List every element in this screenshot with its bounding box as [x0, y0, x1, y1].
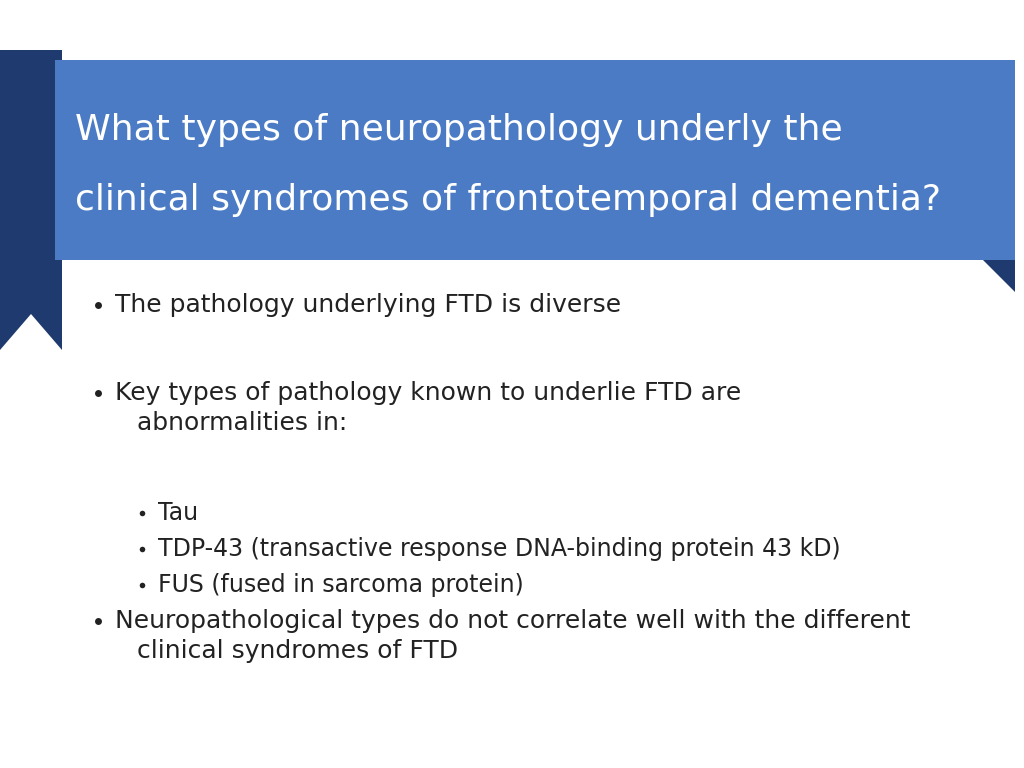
Text: Key types of pathology known to underlie FTD are: Key types of pathology known to underlie… [115, 381, 741, 405]
Text: The pathology underlying FTD is diverse: The pathology underlying FTD is diverse [115, 293, 622, 317]
Text: abnormalities in:: abnormalities in: [137, 411, 347, 435]
Text: FUS (fused in sarcoma protein): FUS (fused in sarcoma protein) [158, 573, 523, 597]
Polygon shape [0, 50, 62, 350]
Text: clinical syndromes of frontotemporal dementia?: clinical syndromes of frontotemporal dem… [75, 183, 941, 217]
Text: What types of neuropathology underly the: What types of neuropathology underly the [75, 113, 843, 147]
FancyBboxPatch shape [55, 60, 1015, 260]
Text: TDP-43 (transactive response DNA-binding protein 43 kD): TDP-43 (transactive response DNA-binding… [158, 537, 841, 561]
Text: clinical syndromes of FTD: clinical syndromes of FTD [137, 639, 458, 663]
Text: Neuropathological types do not correlate well with the different: Neuropathological types do not correlate… [115, 609, 910, 633]
Polygon shape [983, 260, 1015, 292]
Text: Tau: Tau [158, 501, 198, 525]
